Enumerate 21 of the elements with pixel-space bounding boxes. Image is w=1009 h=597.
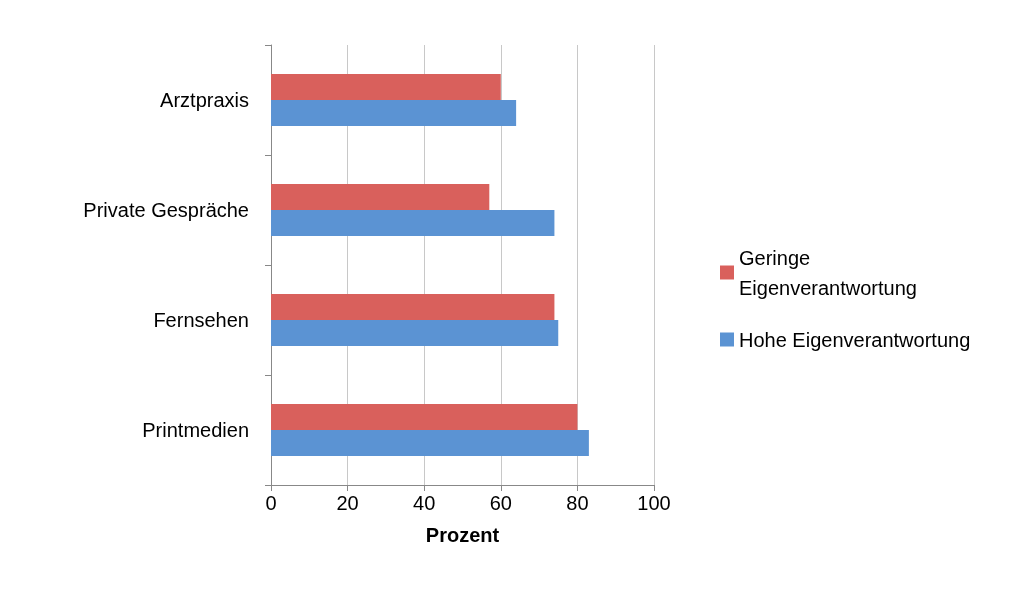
- y-tick-label: Private Gespräche: [83, 199, 249, 221]
- y-tick-label: Arztpraxis: [160, 89, 249, 111]
- x-tick-label: 60: [489, 492, 512, 514]
- bar: [271, 320, 559, 346]
- x-tick-label: 80: [566, 492, 589, 514]
- bar: [271, 430, 589, 456]
- y-tick-label: Printmedien: [142, 419, 249, 441]
- x-tick-label: 0: [265, 492, 277, 514]
- bar: [271, 404, 578, 430]
- x-tick-label: 40: [413, 492, 436, 514]
- x-axis-title: Prozent: [425, 524, 500, 546]
- x-tick-label: 20: [336, 492, 359, 514]
- bar: [271, 294, 555, 320]
- bar: [271, 100, 517, 126]
- bar: [271, 184, 490, 210]
- bar: [271, 74, 501, 100]
- y-tick-label: Fernsehen: [153, 309, 249, 331]
- legend-label: Geringe Eigenverantwortung: [739, 246, 917, 299]
- legend-label: Hohe Eigenverantwortung: [739, 328, 971, 351]
- x-tick-label: 100: [637, 492, 671, 514]
- bar: [271, 210, 555, 236]
